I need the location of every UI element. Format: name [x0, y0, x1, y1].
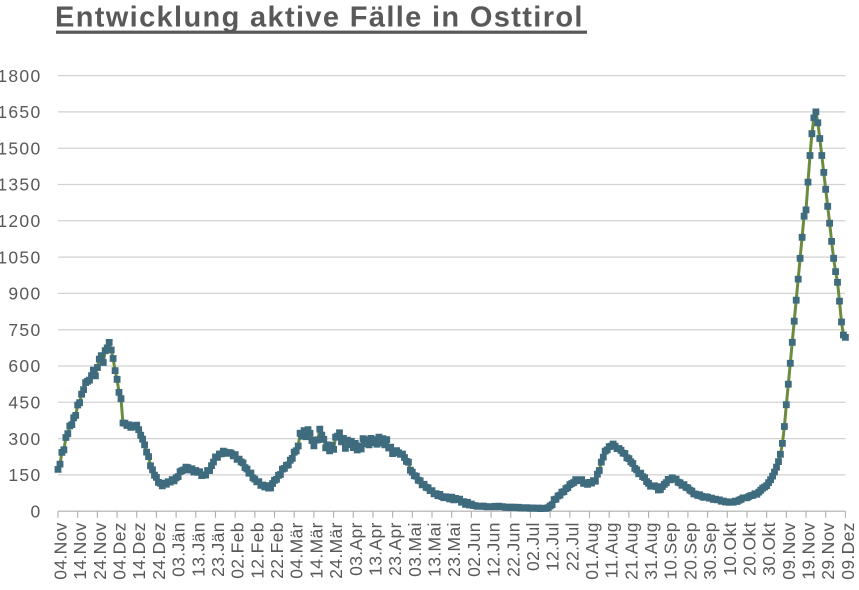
- svg-text:02.Feb: 02.Feb: [228, 522, 248, 579]
- svg-text:22.Jul: 22.Jul: [562, 522, 582, 571]
- svg-text:600: 600: [8, 356, 41, 376]
- svg-text:10.Sep: 10.Sep: [661, 522, 681, 580]
- svg-text:04.Nov: 04.Nov: [51, 522, 71, 580]
- svg-text:13.Mai: 13.Mai: [425, 522, 445, 577]
- svg-text:10.Okt: 10.Okt: [720, 522, 740, 576]
- svg-text:03.Mai: 03.Mai: [405, 522, 425, 577]
- svg-text:04.Dez: 04.Dez: [110, 522, 130, 580]
- svg-text:12.Feb: 12.Feb: [247, 522, 267, 579]
- svg-text:14.Mär: 14.Mär: [306, 522, 326, 579]
- svg-text:Entwicklung aktive Fälle in Os: Entwicklung aktive Fälle in Osttirol: [55, 2, 584, 34]
- svg-text:20.Sep: 20.Sep: [680, 522, 700, 580]
- svg-text:13.Apr: 13.Apr: [365, 522, 385, 576]
- svg-text:22.Feb: 22.Feb: [267, 522, 287, 579]
- svg-text:09.Nov: 09.Nov: [779, 522, 799, 580]
- svg-text:12.Jul: 12.Jul: [543, 522, 563, 571]
- svg-text:12.Jun: 12.Jun: [484, 522, 504, 577]
- svg-text:1200: 1200: [0, 211, 42, 231]
- svg-text:19.Nov: 19.Nov: [799, 522, 819, 580]
- svg-text:24.Mär: 24.Mär: [326, 522, 346, 579]
- svg-text:14.Dez: 14.Dez: [129, 522, 149, 580]
- svg-text:31.Aug: 31.Aug: [641, 522, 661, 580]
- svg-text:23.Jän: 23.Jän: [208, 522, 228, 577]
- svg-text:1050: 1050: [0, 247, 42, 267]
- svg-text:22.Jun: 22.Jun: [503, 522, 523, 577]
- svg-text:300: 300: [8, 429, 41, 449]
- svg-text:1800: 1800: [0, 66, 42, 86]
- svg-text:23.Apr: 23.Apr: [385, 522, 405, 576]
- svg-text:01.Aug: 01.Aug: [582, 522, 602, 580]
- svg-text:29.Nov: 29.Nov: [818, 522, 838, 580]
- svg-text:20.Okt: 20.Okt: [739, 522, 759, 576]
- svg-text:02.Jun: 02.Jun: [464, 522, 484, 577]
- svg-text:750: 750: [8, 320, 41, 340]
- svg-text:1500: 1500: [0, 138, 42, 158]
- svg-text:1650: 1650: [0, 102, 42, 122]
- svg-text:09.Dez: 09.Dez: [838, 522, 858, 580]
- svg-text:0: 0: [30, 501, 41, 521]
- svg-text:24.Nov: 24.Nov: [90, 522, 110, 580]
- svg-text:150: 150: [8, 465, 41, 485]
- svg-text:1350: 1350: [0, 175, 42, 195]
- svg-text:24.Dez: 24.Dez: [149, 522, 169, 580]
- svg-text:14.Nov: 14.Nov: [70, 522, 90, 580]
- svg-text:11.Aug: 11.Aug: [602, 522, 622, 578]
- svg-text:23.Mai: 23.Mai: [444, 522, 464, 577]
- svg-text:03.Apr: 03.Apr: [346, 522, 366, 576]
- svg-text:30.Sep: 30.Sep: [700, 522, 720, 580]
- svg-text:13.Jän: 13.Jän: [188, 522, 208, 577]
- svg-text:450: 450: [8, 393, 41, 413]
- svg-text:21.Aug: 21.Aug: [621, 522, 641, 580]
- svg-text:900: 900: [8, 284, 41, 304]
- svg-text:30.Okt: 30.Okt: [759, 522, 779, 576]
- svg-text:04.Mär: 04.Mär: [287, 522, 307, 579]
- svg-text:03.Jän: 03.Jän: [169, 522, 189, 577]
- svg-text:02.Jul: 02.Jul: [523, 522, 543, 571]
